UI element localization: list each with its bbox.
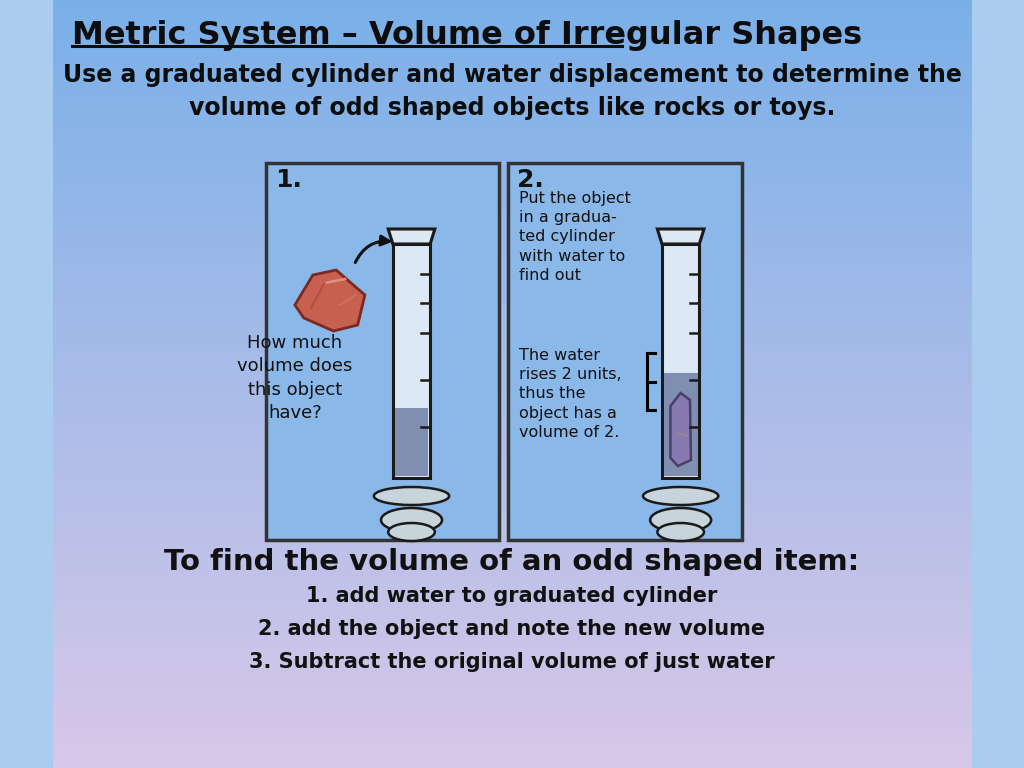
Ellipse shape (643, 487, 719, 505)
Text: 1. add water to graduated cylinder: 1. add water to graduated cylinder (306, 586, 718, 606)
Text: Metric System – Volume of Irregular Shapes: Metric System – Volume of Irregular Shap… (73, 20, 862, 51)
FancyArrowPatch shape (355, 236, 389, 263)
Polygon shape (388, 229, 435, 244)
Ellipse shape (650, 508, 712, 532)
Ellipse shape (374, 487, 450, 505)
Text: How much
volume does
this object
have?: How much volume does this object have? (238, 333, 352, 422)
Ellipse shape (388, 523, 435, 541)
Bar (266, 163, 500, 540)
Bar (508, 163, 741, 540)
Bar (394, 408, 428, 476)
Polygon shape (295, 270, 365, 331)
Ellipse shape (381, 508, 442, 532)
Bar (393, 244, 430, 478)
Text: Use a graduated cylinder and water displacement to determine the
volume of odd s: Use a graduated cylinder and water displ… (62, 63, 962, 121)
Text: 1.: 1. (275, 168, 302, 192)
Text: 2. add the object and note the new volume: 2. add the object and note the new volum… (258, 619, 766, 639)
Text: To find the volume of an odd shaped item:: To find the volume of an odd shaped item… (165, 548, 859, 576)
Polygon shape (657, 229, 703, 244)
Polygon shape (671, 393, 691, 466)
Bar (664, 372, 697, 476)
Bar (662, 244, 699, 478)
Text: The water
rises 2 units,
thus the
object has a
volume of 2.: The water rises 2 units, thus the object… (519, 348, 622, 440)
Text: 2.: 2. (517, 168, 544, 192)
Text: 3. Subtract the original volume of just water: 3. Subtract the original volume of just … (249, 652, 775, 672)
Text: Put the object
in a gradua-
ted cylinder
with water to
find out: Put the object in a gradua- ted cylinder… (519, 191, 631, 283)
Ellipse shape (657, 523, 703, 541)
